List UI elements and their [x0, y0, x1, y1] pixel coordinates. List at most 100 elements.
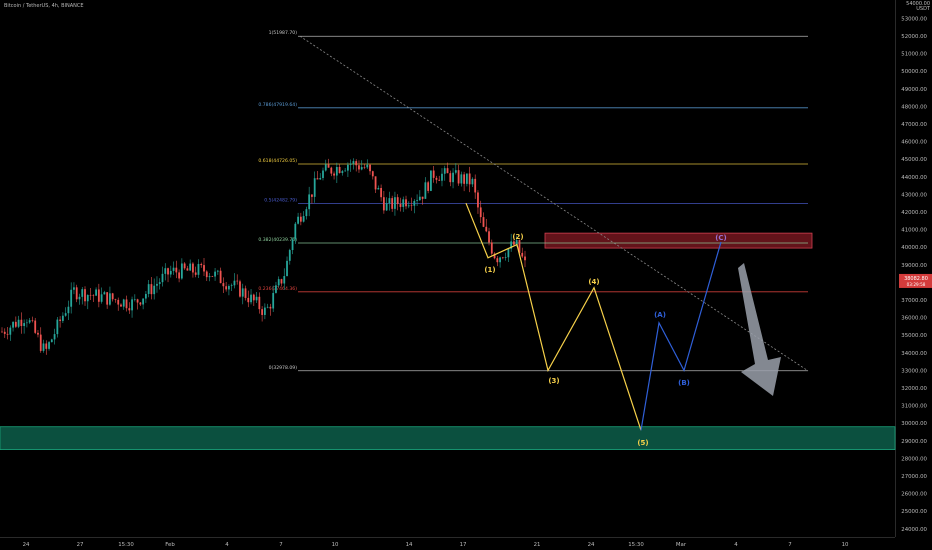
wave-label: (4): [588, 278, 599, 286]
time-tick-label: Feb: [165, 542, 175, 548]
candle-body: [338, 166, 341, 173]
candle-body: [45, 343, 48, 349]
candle-body: [499, 257, 501, 263]
candle-body: [363, 167, 366, 168]
wave-label: (3): [548, 377, 559, 385]
candle-body: [504, 257, 507, 258]
candle-body: [172, 267, 175, 271]
candle-body: [465, 173, 468, 184]
time-tick-label: 15:30: [628, 542, 644, 548]
candle-body: [233, 280, 236, 286]
candle-body: [457, 170, 460, 184]
candle-body: [410, 205, 413, 206]
candle-body: [147, 284, 150, 294]
candle-body: [86, 294, 89, 302]
price-axis-top-label: 54000.00: [906, 1, 930, 7]
candle-body: [244, 288, 247, 298]
candle-body: [269, 306, 272, 309]
price-tick-label: 27000.00: [901, 474, 927, 480]
candle-body: [241, 288, 244, 297]
candle-body: [510, 241, 513, 249]
price-tick-label: 35000.00: [901, 333, 927, 339]
wave-label: (B): [678, 379, 690, 387]
candle-body: [89, 294, 92, 296]
candle-body: [252, 294, 255, 301]
candle-body: [214, 271, 216, 277]
candle-body: [6, 333, 9, 335]
price-tick-label: 49000.00: [901, 87, 927, 93]
candle-body: [73, 287, 75, 290]
candle-body: [225, 286, 228, 290]
candle-body: [333, 173, 335, 176]
candle-body: [133, 299, 136, 300]
candle-body: [471, 178, 474, 185]
candle-body: [490, 242, 493, 254]
candle-body: [95, 289, 97, 296]
candle-body: [493, 253, 496, 259]
time-tick-label: 17: [460, 542, 467, 548]
candle-body: [100, 294, 103, 302]
candle-body: [37, 332, 39, 335]
price-tick-label: 52000.00: [901, 34, 927, 40]
candle-body: [164, 268, 167, 274]
candle-body: [291, 239, 294, 251]
trend-line: [299, 35, 809, 372]
candle-body: [344, 170, 347, 172]
current-price-label: 38082.80: [904, 276, 928, 282]
wave-label: (5): [637, 439, 648, 447]
candle-body: [435, 177, 438, 180]
candle-body: [360, 167, 363, 170]
price-tick-label: 40000.00: [901, 245, 927, 251]
candle-body: [322, 170, 324, 178]
candle-body: [496, 258, 499, 263]
wave-label: (A): [654, 311, 666, 319]
candle-body: [216, 270, 219, 272]
candle-body: [64, 313, 67, 316]
time-tick-label: 27: [77, 542, 84, 548]
candle-body: [272, 292, 275, 309]
price-tick-label: 42000.00: [901, 210, 927, 216]
candle-body: [319, 177, 322, 180]
candle-body: [313, 178, 316, 197]
candle-body: [485, 226, 488, 232]
candle-body: [388, 198, 391, 204]
candle-body: [183, 263, 186, 269]
candle-body: [186, 268, 189, 271]
candle-body: [449, 173, 452, 183]
candle-body: [474, 178, 477, 193]
candle-body: [275, 285, 277, 293]
candle-body: [399, 204, 402, 207]
candle-body: [17, 319, 20, 327]
candle-body: [111, 293, 114, 300]
candle-body: [327, 164, 330, 168]
time-tick-label: 7: [788, 542, 791, 548]
candle-body: [59, 319, 62, 321]
corrective-wave-path: [640, 241, 722, 431]
price-tick-label: 25000.00: [901, 509, 927, 515]
candle-body: [454, 170, 457, 173]
price-tick-label: 53000.00: [901, 16, 927, 22]
candle-body: [53, 334, 56, 340]
candle-body: [430, 170, 432, 191]
candle-body: [131, 299, 133, 311]
candle-body: [299, 216, 302, 222]
candle-body: [424, 182, 427, 199]
candle-body: [106, 292, 109, 305]
candle-body: [92, 295, 95, 296]
candle-body: [167, 268, 169, 275]
candle-body: [297, 216, 299, 224]
price-tick-label: 41000.00: [901, 228, 927, 234]
candle-body: [78, 296, 81, 300]
candle-body: [377, 187, 380, 190]
price-tick-label: 32000.00: [901, 386, 927, 392]
candle-body: [180, 263, 183, 279]
candle-body: [482, 217, 485, 227]
candle-body: [488, 231, 490, 243]
fib-level-label: 0.5(42482.79): [264, 198, 297, 204]
candle-body: [308, 194, 311, 210]
candle-body: [75, 287, 78, 300]
candle-body: [84, 289, 86, 302]
candle-body: [407, 205, 410, 207]
